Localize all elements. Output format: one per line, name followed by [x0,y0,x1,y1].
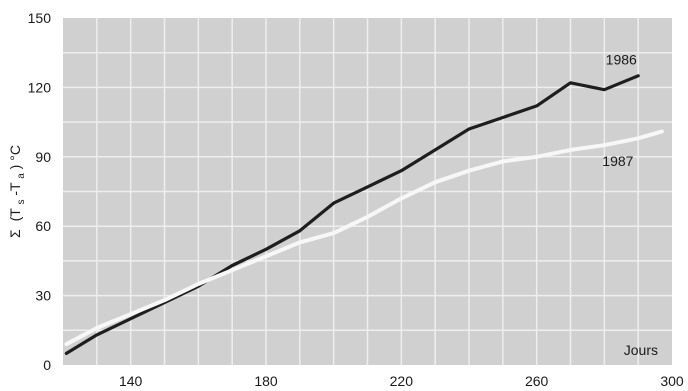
y-axis-label-open: (T [7,208,23,222]
y-tick-label: 30 [35,288,51,304]
y-tick-label: 120 [28,79,52,95]
x-axis-label: Jours [624,342,658,358]
y-tick-labels: 0 30 60 90 120 150 [28,10,52,373]
y-axis-label-sub-a: a [16,173,27,179]
series-line-1986 [64,74,640,355]
y-tick-label: 0 [43,357,51,373]
series-lines [64,74,664,355]
y-axis-label-sigma: Σ [7,229,23,238]
x-tick-label: 260 [525,373,549,389]
y-axis-label: Σ (T s -T a ) °C [7,145,27,238]
x-tick-label: 140 [119,373,143,389]
x-tick-label: 300 [660,373,684,389]
y-tick-label: 150 [28,10,52,26]
y-tick-label: 90 [35,149,51,165]
x-tick-label: 180 [254,373,278,389]
series-label-1986: 1986 [606,51,637,67]
x-tick-labels: 140 180 220 260 300 [119,373,684,389]
series-label-1987: 1987 [602,153,633,169]
x-tick-label: 220 [390,373,414,389]
y-axis-label-close: ) °C [7,145,23,169]
y-tick-label: 60 [35,218,51,234]
series-labels: 1986 1987 [602,51,637,169]
grid [63,18,672,365]
y-axis-label-minus: -T [7,182,23,196]
y-axis-label-sub-s: s [16,200,27,205]
series-line-1987 [64,129,664,347]
